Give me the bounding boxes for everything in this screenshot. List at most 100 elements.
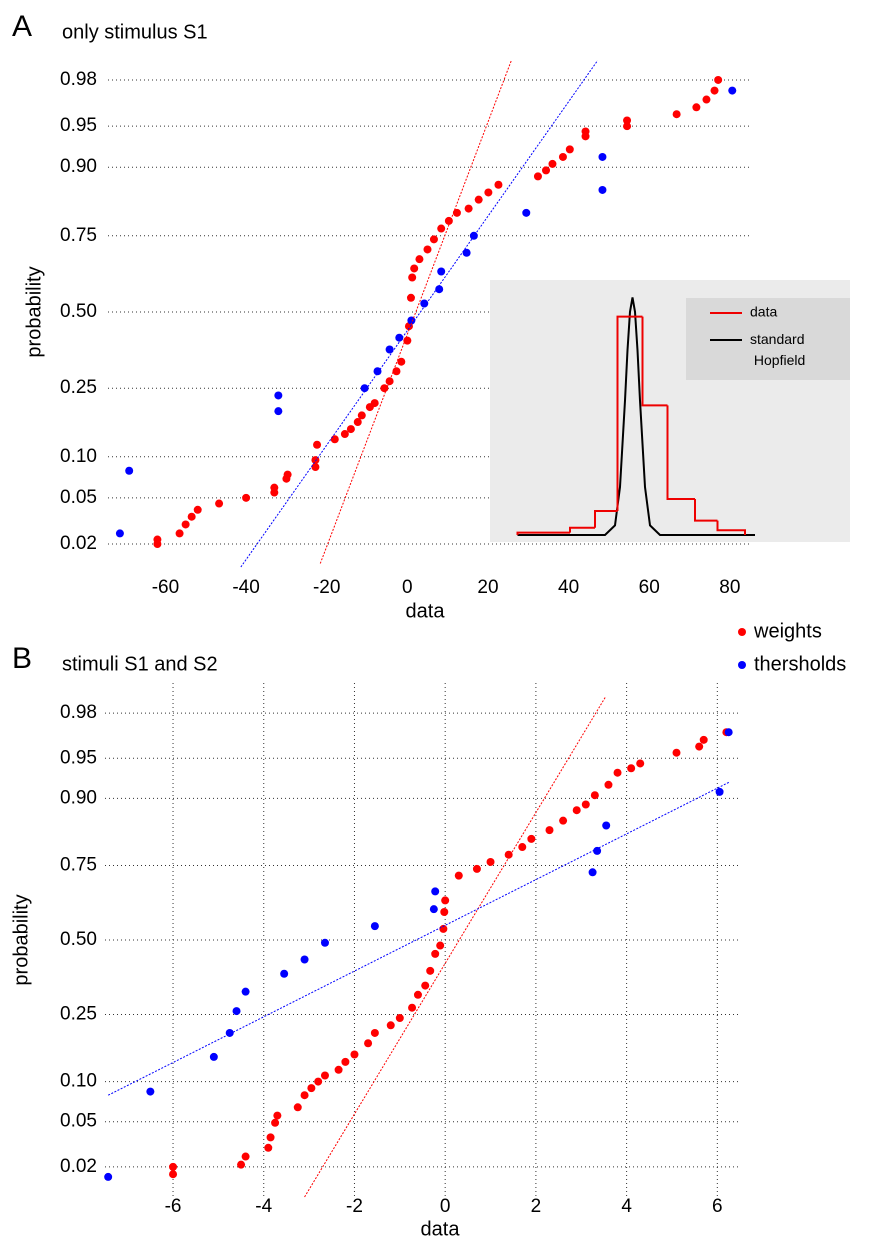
data-point [125,466,134,475]
legend-label-line: Hopfield [750,352,805,368]
data-point [504,850,513,859]
x-tick-label: 0 [440,1196,451,1217]
data-point [385,345,394,354]
data-point [175,529,184,538]
data-point [370,399,379,408]
legend-marker [738,628,746,636]
data-point [330,435,339,444]
data-point [209,1052,218,1061]
data-point [360,384,369,393]
data-point [413,990,422,999]
data-point [548,159,557,168]
data-point [426,966,435,975]
data-point [593,846,602,855]
x-tick-label: 60 [639,577,660,598]
data-point [602,821,611,830]
data-point [115,529,124,538]
data-point [439,924,448,933]
y-tick-label: 0.10 [60,446,97,467]
y-tick-label: 0.98 [60,69,97,90]
y-tick-label: 0.75 [60,855,97,876]
data-point [300,1091,309,1100]
data-point [431,887,440,896]
data-point [494,180,503,189]
data-point [431,949,440,958]
data-point [581,800,590,809]
data-point [270,483,279,492]
density-curve [517,297,755,536]
y-tick-label: 0.95 [60,115,97,136]
panel-letter: B [12,642,32,675]
x-tick-label: -2 [346,1196,363,1217]
data-point [558,152,567,161]
data-point [636,759,645,768]
data-point [724,728,733,737]
data-point [435,285,444,294]
histogram-step [694,499,718,522]
data-point [153,540,162,549]
data-point [320,938,329,947]
fit-line [319,60,512,564]
data-point [623,116,632,125]
data-point [241,987,250,996]
data-point [370,922,379,931]
data-point [588,868,597,877]
data-point [307,1084,316,1093]
data-point [181,520,190,529]
data-point [408,273,417,282]
x-tick-label: -60 [152,577,179,598]
data-point [627,764,636,773]
data-point [518,843,527,852]
data-point [415,255,424,264]
chart-title: stimuli S1 and S2 [62,653,218,675]
data-point [353,418,362,427]
data-point [429,235,438,244]
y-tick-label: 0.05 [60,487,97,508]
data-point [341,1057,350,1066]
x-tick-label: 80 [719,577,740,598]
y-tick-label: 0.25 [60,1004,97,1025]
panel-letter: A [12,10,32,43]
data-point [699,735,708,744]
data-point [444,216,453,225]
data-point [403,336,412,345]
data-point [357,411,366,420]
data-point [187,512,196,521]
data-point [598,185,607,194]
data-point [264,1143,273,1152]
data-point [373,367,382,376]
data-point [484,188,493,197]
data-point [440,908,449,917]
data-point [241,1152,250,1161]
data-point [598,152,607,161]
data-point [604,780,613,789]
data-point [232,1007,241,1016]
data-point [410,264,419,273]
x-tick-label: 0 [402,577,413,598]
data-point [350,1050,359,1059]
data-point [293,1103,302,1112]
data-point [242,493,251,502]
y-tick-label: 0.02 [60,533,97,554]
data-point [542,166,551,175]
y-axis-label: probability [10,894,32,985]
data-point [533,172,542,181]
data-point [314,1077,323,1086]
x-axis-label: data [406,600,446,622]
data-point [469,231,478,240]
data-point [423,245,432,254]
y-tick-label: 0.95 [60,747,97,768]
y-tick-label: 0.05 [60,1111,97,1132]
legend-marker [738,661,746,669]
histogram-step [569,526,595,533]
x-tick-label: -4 [255,1196,272,1217]
data-point [283,470,292,479]
histogram-step [516,531,570,535]
data-point [472,864,481,873]
data-point [313,440,322,449]
data-point [364,1039,373,1048]
x-tick-label: 20 [477,577,498,598]
data-point [695,742,704,751]
x-axis-label: data [421,1218,461,1240]
